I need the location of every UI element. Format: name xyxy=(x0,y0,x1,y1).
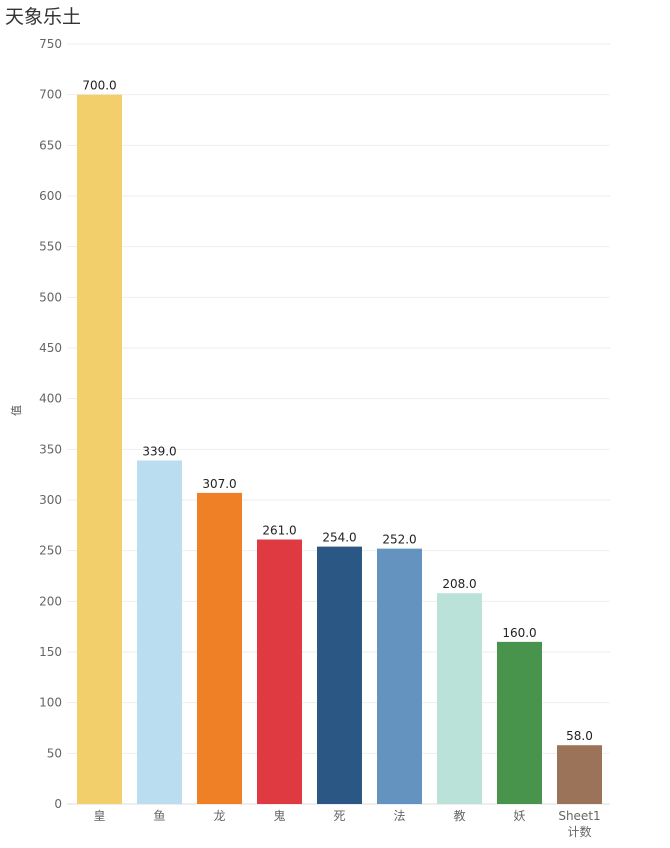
category-label: 皇 xyxy=(93,809,105,823)
category-label: 龙 xyxy=(213,809,225,823)
data-labels: 700.0 339.0 307.0 261.0 254.0 252.0 208.0 160.0… xyxy=(82,79,593,744)
data-label: 208.0 xyxy=(442,577,476,591)
y-tick-label: 300 xyxy=(39,493,62,507)
y-tick-label: 250 xyxy=(39,544,62,558)
data-label: 307.0 xyxy=(202,477,236,491)
bar[interactable] xyxy=(317,546,362,804)
bar[interactable] xyxy=(197,492,242,804)
y-tick-label: 600 xyxy=(39,189,62,203)
y-tick-label: 550 xyxy=(39,240,62,254)
bar[interactable] xyxy=(77,94,122,804)
y-tick-label: 100 xyxy=(39,696,62,710)
y-tick-label: 50 xyxy=(47,746,62,760)
data-label: 252.0 xyxy=(382,533,416,547)
y-tick-label: 500 xyxy=(39,290,62,304)
y-tick-label: 650 xyxy=(39,138,62,152)
y-tick-label: 700 xyxy=(39,88,62,102)
category-label: 鬼 xyxy=(273,808,285,823)
category-label: 死 xyxy=(333,809,345,823)
y-tick-label: 350 xyxy=(39,442,62,456)
chart-title: 天象乐土 xyxy=(5,6,82,28)
category-label: 教 xyxy=(453,808,465,823)
data-label: 700.0 xyxy=(82,79,116,93)
category-label: 计数 xyxy=(567,824,591,839)
category-label: Sheet1 xyxy=(558,809,600,823)
data-label: 160.0 xyxy=(502,626,536,640)
bar[interactable] xyxy=(257,539,302,804)
data-label: 254.0 xyxy=(322,531,356,545)
bar[interactable] xyxy=(137,460,182,804)
y-tick-label: 200 xyxy=(39,594,62,608)
bar[interactable] xyxy=(437,593,482,804)
bar[interactable] xyxy=(377,548,422,804)
category-label: 鱼 xyxy=(153,809,165,823)
category-label: 妖 xyxy=(513,809,525,823)
y-tick-label: 450 xyxy=(39,341,62,355)
y-tick-label: 150 xyxy=(39,645,62,659)
data-label: 339.0 xyxy=(142,444,176,458)
category-label: 法 xyxy=(393,809,405,823)
data-label: 58.0 xyxy=(566,729,593,743)
y-tick-label: 750 xyxy=(39,37,62,51)
y-axis-ticks: 0 50 100 150 200 250 300 350 400 450 500 550 600 650 7… xyxy=(39,37,62,811)
y-tick-label: 400 xyxy=(39,392,62,406)
bar[interactable] xyxy=(497,641,542,804)
y-tick-label: 0 xyxy=(54,797,62,811)
bars xyxy=(77,94,602,804)
data-label: 261.0 xyxy=(262,524,296,538)
bar[interactable] xyxy=(557,745,602,804)
